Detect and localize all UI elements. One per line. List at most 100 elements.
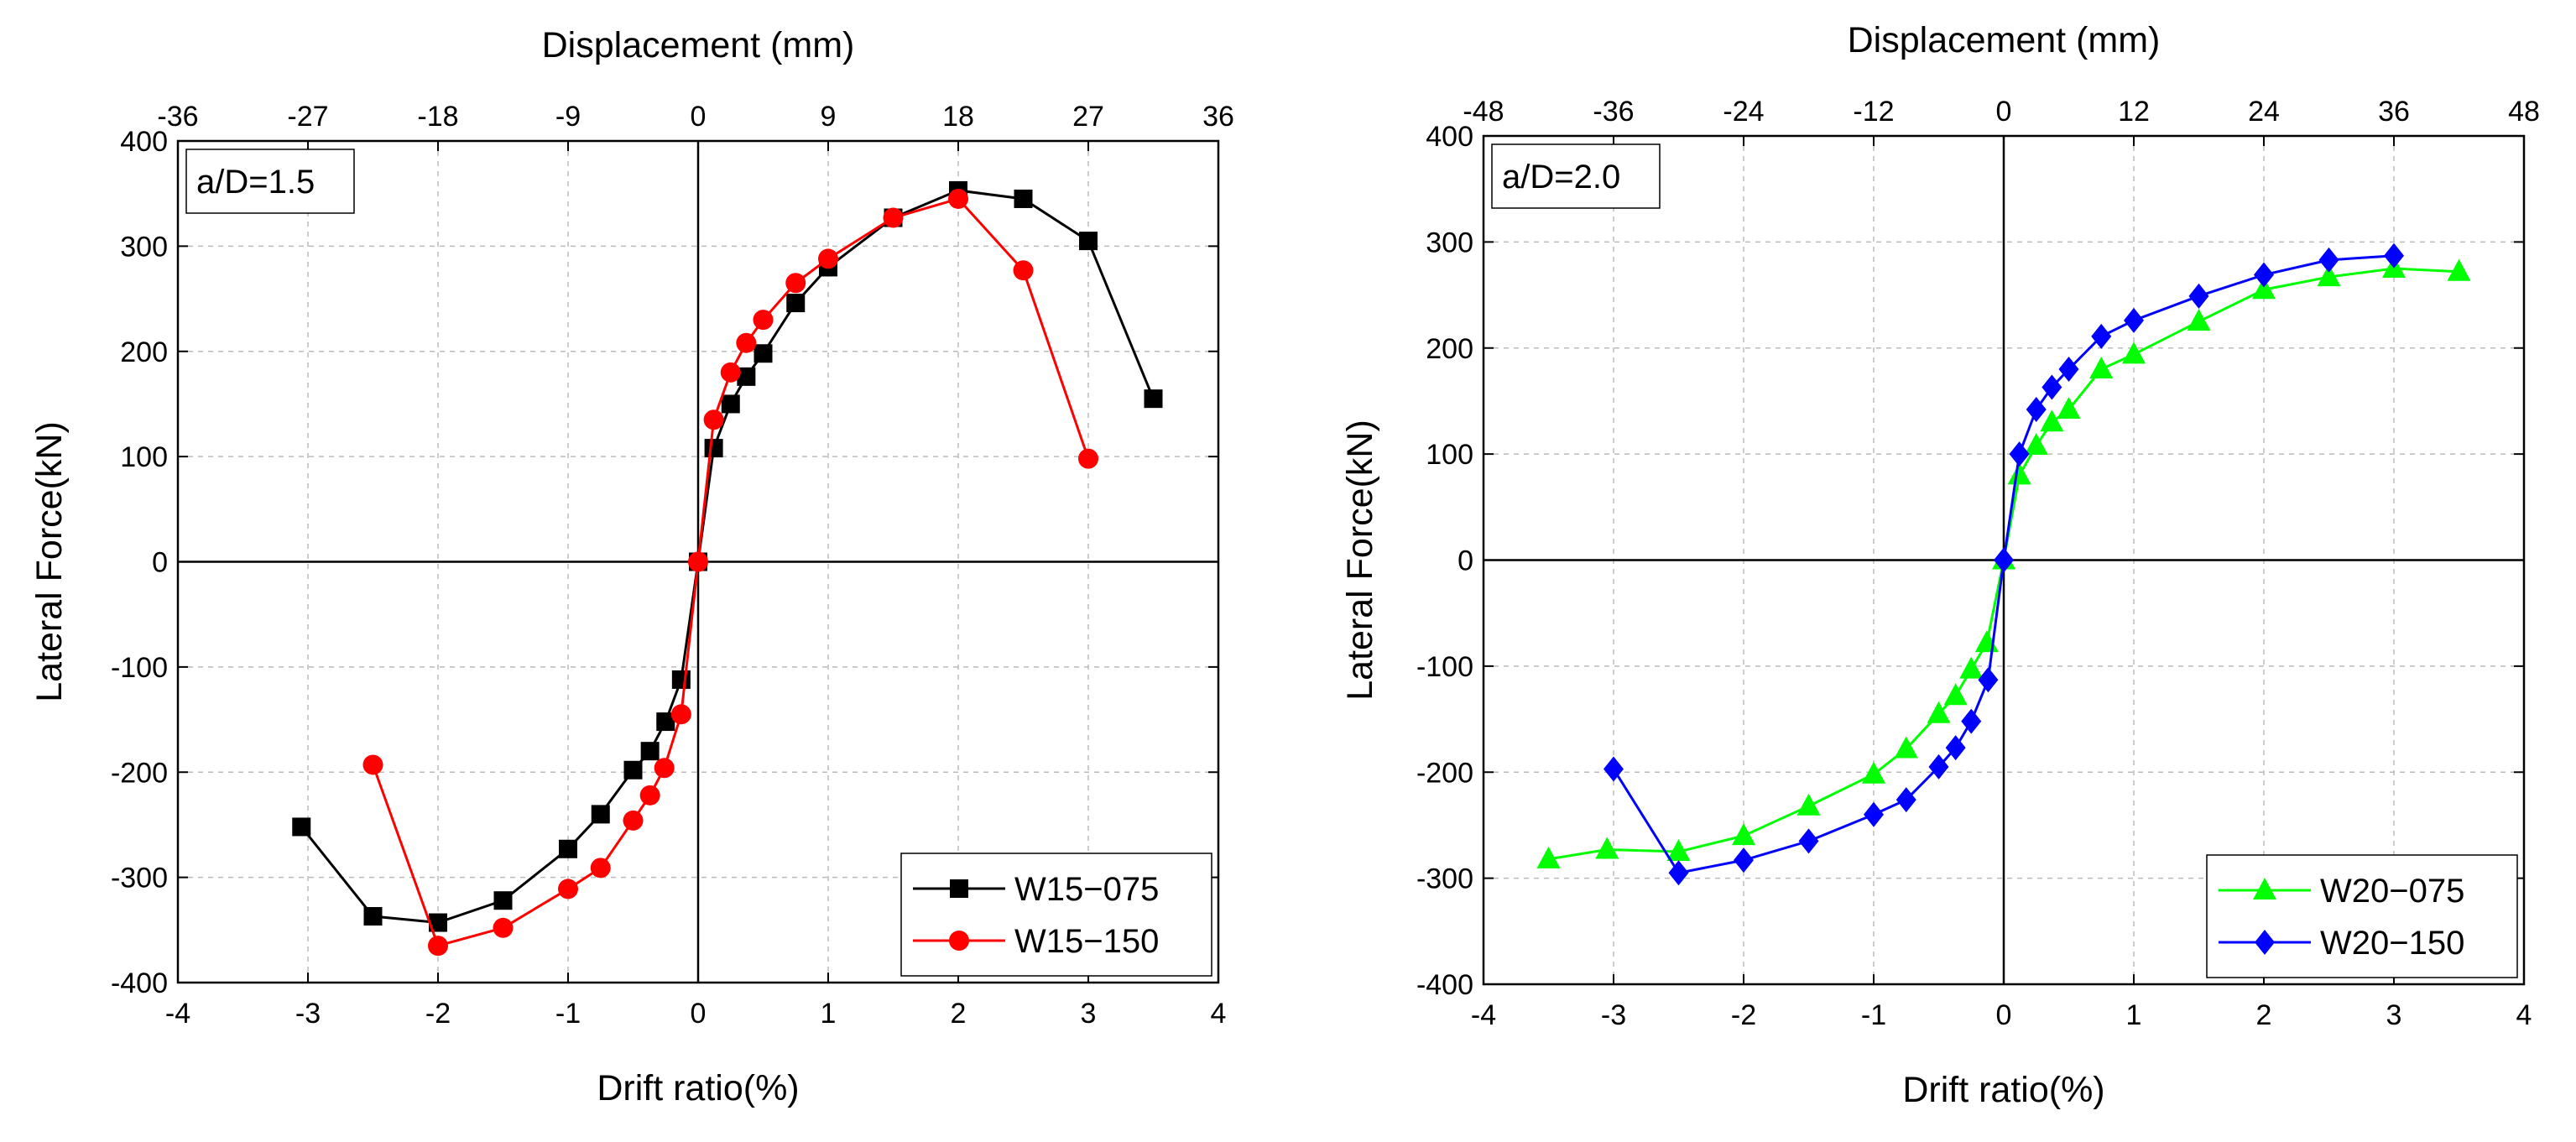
data-point bbox=[590, 858, 611, 879]
data-point bbox=[786, 294, 806, 313]
top-tick-label: 0 bbox=[691, 101, 707, 133]
x-tick-label: -3 bbox=[1601, 999, 1626, 1031]
legend: W15−075 W15−150 bbox=[900, 853, 1212, 977]
y-tick-label: -100 bbox=[1416, 651, 1473, 683]
data-point bbox=[493, 891, 513, 910]
data-point bbox=[1078, 448, 1098, 469]
y-axis-title: Lateral Force(kN) bbox=[1340, 420, 1380, 701]
data-point bbox=[1732, 823, 1755, 846]
data-point bbox=[2057, 397, 2081, 420]
data-point bbox=[1536, 846, 1561, 868]
data-point bbox=[2007, 462, 2031, 485]
legend-label: W20−075 bbox=[2320, 873, 2464, 910]
legend-marker bbox=[949, 931, 969, 951]
data-point bbox=[558, 879, 578, 900]
y-tick-label: -100 bbox=[111, 652, 168, 684]
y-tick-label: 0 bbox=[152, 547, 168, 579]
chart-panel-a-d-2-0: -4 -3 -2 -1 0 1 2 3 4-400-300-200-10001002003004… bbox=[1340, 20, 2540, 1110]
data-point bbox=[948, 188, 968, 209]
top-tick-label: 24 bbox=[2248, 96, 2280, 128]
data-point bbox=[2447, 258, 2471, 281]
data-point bbox=[1928, 754, 1949, 780]
data-point bbox=[1666, 839, 1691, 862]
data-point bbox=[1895, 787, 1916, 813]
data-point bbox=[1668, 860, 1689, 886]
top-tick-label: -48 bbox=[1463, 96, 1504, 128]
x-tick-label: -3 bbox=[295, 998, 321, 1030]
x-axis-title: Drift ratio(%) bbox=[1902, 1070, 2104, 1110]
y-tick-label: -200 bbox=[111, 757, 168, 789]
data-point bbox=[654, 758, 675, 779]
data-point bbox=[292, 817, 311, 837]
x-tick-label: -1 bbox=[555, 998, 581, 1030]
data-point bbox=[2040, 409, 2064, 432]
top-tick-label: 27 bbox=[1072, 101, 1104, 133]
data-point bbox=[1603, 756, 1624, 782]
series-line bbox=[300, 189, 1155, 925]
y-tick-label: 200 bbox=[120, 336, 168, 368]
data-point bbox=[2091, 323, 2112, 349]
legend-marker-circle bbox=[949, 931, 969, 951]
data-point bbox=[704, 439, 723, 458]
data-point bbox=[640, 742, 660, 761]
legend-marker bbox=[2255, 930, 2275, 955]
data-point bbox=[362, 754, 383, 775]
series-w20-150 bbox=[1603, 242, 2404, 886]
x-tick-label: 1 bbox=[2126, 999, 2142, 1031]
y-tick-label: 200 bbox=[1426, 333, 1473, 365]
y-tick-label: -300 bbox=[111, 863, 168, 894]
data-point bbox=[1144, 389, 1163, 409]
data-point bbox=[493, 917, 514, 938]
data-point bbox=[1864, 801, 1884, 827]
legend-marker bbox=[950, 879, 968, 898]
y-tick-label: -400 bbox=[1416, 969, 1473, 1001]
data-point bbox=[2058, 357, 2079, 383]
panel-label-box: a/D=1.5 bbox=[185, 149, 355, 214]
x-tick-label: 3 bbox=[1081, 998, 1097, 1030]
legend-label: W15−150 bbox=[1014, 923, 1159, 960]
x-tick-label: -4 bbox=[1471, 999, 1496, 1031]
x-tick-label: 2 bbox=[2256, 999, 2272, 1031]
top-tick-label: 18 bbox=[942, 101, 974, 133]
top-tick-label: -12 bbox=[1853, 96, 1894, 128]
data-point bbox=[785, 273, 806, 294]
legend-entry-w15-150: W15−150 bbox=[913, 923, 1159, 960]
x-tick-label: -4 bbox=[165, 998, 190, 1030]
data-point bbox=[559, 839, 577, 858]
x-tick-label: 3 bbox=[2386, 999, 2402, 1031]
top-tick-label: -36 bbox=[157, 101, 198, 133]
data-point bbox=[429, 913, 447, 932]
panel-label: a/D=2.0 bbox=[1502, 159, 1620, 196]
top-tick-label: 48 bbox=[2508, 96, 2540, 128]
top-tick-label: 12 bbox=[2118, 96, 2150, 128]
data-point bbox=[1945, 735, 1966, 761]
legend-entry-w20-150: W20−150 bbox=[2219, 925, 2464, 962]
panel-label: a/D=1.5 bbox=[196, 164, 315, 201]
top-axis-title: Displacement (mm) bbox=[542, 25, 855, 65]
data-point bbox=[2024, 433, 2048, 456]
x-tick-label: 1 bbox=[821, 998, 837, 1030]
data-point bbox=[737, 367, 756, 386]
x-tick-label: 4 bbox=[1211, 998, 1227, 1030]
y-axis-title: Lateral Force(kN) bbox=[29, 421, 70, 702]
data-point bbox=[703, 409, 724, 430]
data-point bbox=[736, 332, 757, 353]
top-tick-label: 36 bbox=[2378, 96, 2410, 128]
data-point bbox=[2252, 277, 2276, 300]
data-point bbox=[623, 760, 643, 780]
x-tick-label: 0 bbox=[1996, 999, 2012, 1031]
data-point bbox=[2042, 374, 2062, 400]
data-point bbox=[428, 936, 448, 957]
y-tick-label: 0 bbox=[1457, 545, 1473, 577]
legend-entry-w20-075: W20−075 bbox=[2219, 873, 2464, 910]
data-point bbox=[671, 670, 691, 689]
data-point bbox=[2026, 397, 2047, 423]
data-point bbox=[1894, 736, 1918, 759]
data-point bbox=[1014, 189, 1033, 208]
data-point bbox=[818, 248, 838, 269]
data-point bbox=[1959, 656, 1984, 679]
data-point bbox=[363, 907, 383, 926]
data-point bbox=[1595, 837, 1619, 859]
top-axis-title: Displacement (mm) bbox=[1848, 20, 2161, 60]
